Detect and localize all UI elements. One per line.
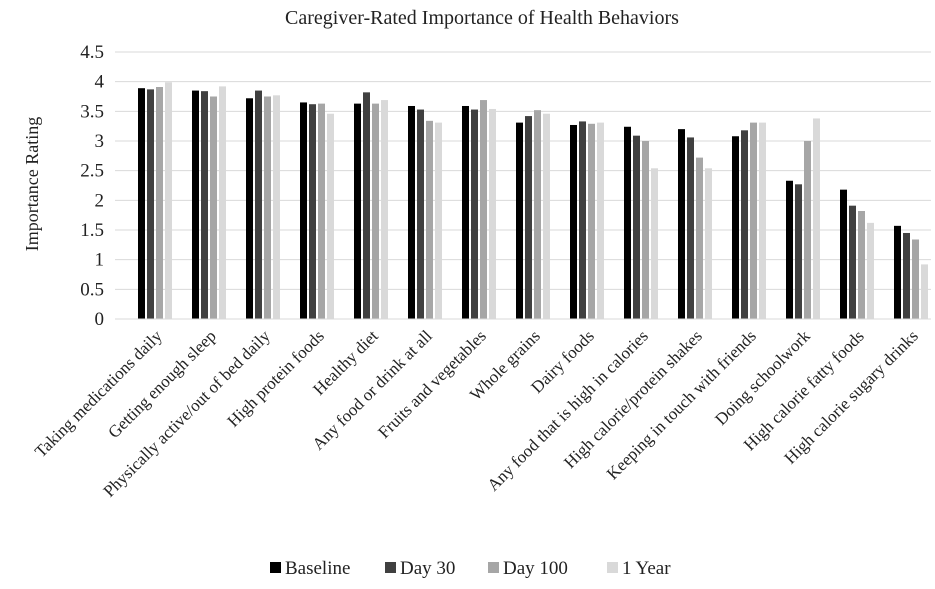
- y-axis-label: Importance Rating: [22, 117, 42, 251]
- y-tick-label: 0.5: [80, 279, 104, 300]
- bar-day-100: [372, 103, 379, 320]
- x-tick-label: High protein foods: [224, 326, 328, 430]
- bar-day-30: [201, 91, 208, 319]
- bar-day-100: [264, 96, 271, 319]
- legend-label: Day 100: [503, 558, 568, 579]
- bar-baseline: [624, 126, 631, 319]
- bar-day-100: [750, 122, 757, 319]
- y-tick-label: 3: [95, 131, 105, 152]
- bar-baseline: [192, 90, 199, 319]
- bar-baseline: [300, 102, 307, 320]
- bar-baseline: [840, 189, 847, 319]
- bar-day-30: [849, 205, 856, 319]
- bar-baseline: [570, 124, 577, 319]
- bar-day-30: [687, 137, 694, 319]
- chart-title: Caregiver-Rated Importance of Health Beh…: [285, 7, 679, 29]
- legend-swatch-baseline: [270, 562, 281, 573]
- bar-1-year: [489, 108, 496, 320]
- bar-day-100: [696, 157, 703, 319]
- bar-day-30: [147, 89, 154, 319]
- bar-1-year: [651, 168, 658, 319]
- bar-day-100: [210, 96, 217, 319]
- bar-baseline: [894, 225, 901, 319]
- bar-day-30: [471, 109, 478, 319]
- bar-1-year: [219, 86, 226, 319]
- bar-baseline: [408, 105, 415, 320]
- legend-swatch-day-100: [488, 562, 499, 573]
- bars: [138, 82, 928, 320]
- bar-day-30: [309, 104, 316, 320]
- legend: Baseline Day 30 Day 100 1 Year: [270, 558, 671, 579]
- x-tick-label: Doing schoolwork: [711, 326, 814, 429]
- bar-baseline: [516, 122, 523, 319]
- y-tick-label: 0: [95, 309, 105, 330]
- bar-1-year: [813, 118, 820, 319]
- bar-baseline: [732, 136, 739, 319]
- y-axis-ticks: 0 0.5 1 1.5 2 2.5 3 3.5 4 4.5: [80, 42, 104, 330]
- legend-swatch-1-year: [607, 562, 618, 573]
- bar-day-100: [426, 120, 433, 319]
- bar-day-30: [363, 92, 370, 319]
- legend-swatch-day-30: [385, 562, 396, 573]
- bar-day-100: [804, 141, 811, 319]
- bar-day-30: [255, 90, 262, 319]
- bar-1-year: [705, 168, 712, 319]
- bar-day-100: [318, 103, 325, 320]
- bar-1-year: [921, 264, 928, 319]
- bar-baseline: [462, 105, 469, 320]
- y-tick-label: 1.5: [80, 220, 104, 241]
- y-tick-label: 4: [95, 72, 105, 93]
- bar-1-year: [273, 95, 280, 319]
- bar-day-30: [525, 116, 532, 319]
- bar-1-year: [759, 122, 766, 319]
- bar-day-100: [534, 110, 541, 320]
- bar-baseline: [138, 88, 145, 319]
- bar-day-100: [912, 239, 919, 319]
- bar-day-30: [795, 184, 802, 319]
- bar-baseline: [354, 103, 361, 320]
- bar-day-30: [903, 232, 910, 319]
- bar-day-100: [480, 100, 487, 319]
- y-tick-label: 1: [95, 250, 105, 271]
- bar-1-year: [381, 100, 388, 319]
- bar-1-year: [597, 122, 604, 319]
- bar-1-year: [435, 122, 442, 319]
- y-tick-label: 2: [95, 190, 105, 211]
- bar-day-30: [417, 109, 424, 319]
- bar-day-30: [741, 130, 748, 319]
- bar-1-year: [165, 82, 172, 319]
- y-tick-label: 2.5: [80, 161, 104, 182]
- bar-day-100: [156, 87, 163, 319]
- legend-label: Baseline: [285, 558, 350, 579]
- bar-day-100: [642, 141, 649, 319]
- bar-1-year: [867, 222, 874, 319]
- bar-day-30: [579, 121, 586, 319]
- y-tick-label: 3.5: [80, 101, 104, 122]
- bar-day-30: [633, 135, 640, 319]
- y-tick-label: 4.5: [80, 42, 104, 63]
- bar-day-100: [858, 211, 865, 319]
- bar-baseline: [246, 98, 253, 319]
- bar-day-100: [588, 123, 595, 319]
- legend-label: 1 Year: [622, 558, 671, 579]
- bar-baseline: [678, 129, 685, 319]
- legend-label: Day 30: [400, 558, 455, 579]
- bar-1-year: [327, 113, 334, 320]
- bar-baseline: [786, 180, 793, 319]
- bar-1-year: [543, 113, 550, 320]
